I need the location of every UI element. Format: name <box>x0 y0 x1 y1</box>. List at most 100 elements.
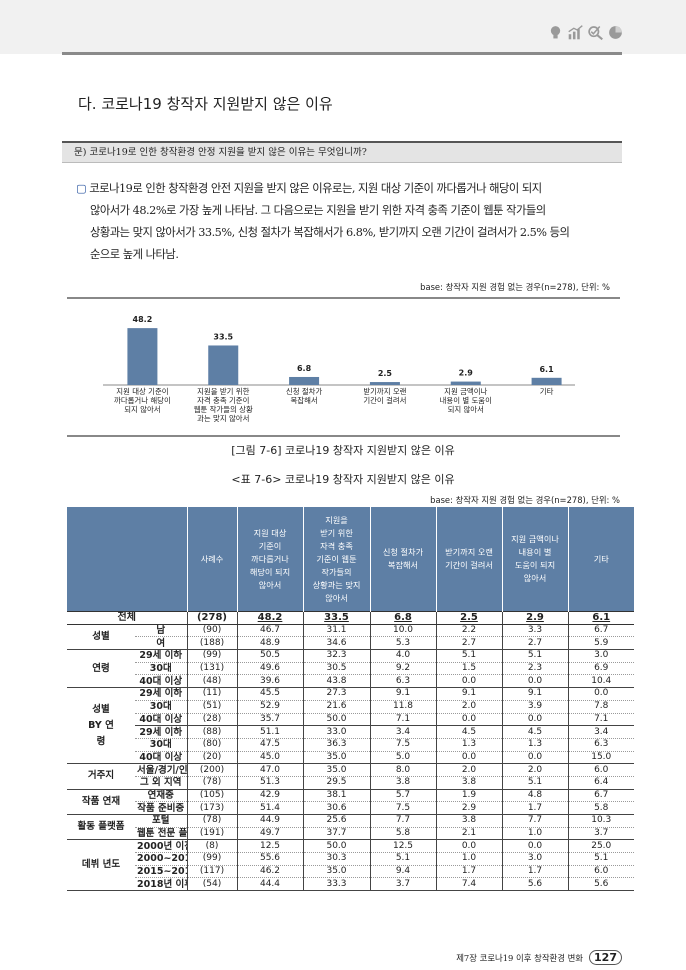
cell-value: 0.0 <box>435 713 502 727</box>
cell-value: 42.9 <box>236 789 303 803</box>
cell-value: 37.7 <box>302 827 370 841</box>
chart-category-label: 기간이 걸려서 <box>363 396 406 405</box>
cell-value: 21.6 <box>302 700 370 714</box>
header-col-2: 지원을 받기 위한 자격 충족 기준이 웹툰 작가들의 상황과는 맞지 않아서 <box>302 507 370 612</box>
check-magnifier-icon <box>588 26 603 41</box>
row-label: 30대 <box>135 700 187 714</box>
chart-value-label: 2.5 <box>378 369 393 378</box>
cell-value: 5.6 <box>501 877 568 892</box>
cell-value: 50.5 <box>236 649 303 663</box>
header-cases: 사례수 <box>186 507 237 612</box>
cell-value: 0.0 <box>501 674 568 689</box>
table-body: 전체 (278) 48.2 33.5 6.8 2.5 2.9 6.1 성별 남 (90) 46.7 31… <box>67 611 634 892</box>
cell-value: 10.0 <box>369 624 436 638</box>
cell-value: 4.8 <box>501 789 568 803</box>
group-label-age: 연령 <box>67 649 135 689</box>
row-label: 서울/경기/인천 <box>135 763 187 777</box>
header-col-4: 받기까지 오랜 기간이 걸려서 <box>435 507 502 612</box>
cell-value: 48.9 <box>236 636 303 651</box>
cell-cases: (78) <box>186 776 237 790</box>
cell-cases: (80) <box>186 738 237 752</box>
cell-cases: (48) <box>186 674 237 689</box>
cell-value: 1.5 <box>435 662 502 676</box>
chart-category-label: 신청 절차가 <box>286 387 323 396</box>
row-label: 그 외 지역 <box>135 776 187 790</box>
row-label-text: 29세 이하 <box>139 688 183 700</box>
cell-value: 3.0 <box>567 649 634 663</box>
chart-category-label: 웹툰 작가들의 상황 <box>194 405 253 414</box>
row-label: 포털 <box>135 814 187 828</box>
bar-chart: 48.2 지원 대상 기준이 까다롭거나 해당이 되지 않아서 33.5 지원을 받기 위… <box>67 297 620 437</box>
cell-value: 33.5 <box>302 611 370 625</box>
cell-value: 7.8 <box>567 700 634 714</box>
summary-paragraph: ▢ 코로나19로 인한 창작환경 안전 지원을 받지 않은 이유로는, 지원 대… <box>76 178 626 266</box>
cell-value: 45.0 <box>236 751 303 765</box>
table-row: 2000~2014년(99)55.630.35.11.03.05.1 <box>67 852 634 866</box>
cell-value: 29.5 <box>302 776 370 790</box>
chart-value-label: 6.8 <box>297 364 312 373</box>
cell-value: 49.6 <box>236 662 303 676</box>
cell-value: 0.0 <box>501 713 568 727</box>
row-label: 남29세 이하 <box>135 687 187 701</box>
cell-value: 7.4 <box>435 877 502 892</box>
cell-value: 44.9 <box>236 814 303 828</box>
chart-bar <box>208 345 239 385</box>
chart-category-label: 복잡해서 <box>290 396 317 405</box>
cell-value: 0.0 <box>567 687 634 701</box>
cell-value: 34.6 <box>302 636 370 651</box>
cell-value: 5.8 <box>369 827 436 841</box>
cell-value: 11.8 <box>369 700 436 714</box>
cell-value: 12.5 <box>369 839 436 854</box>
group-label-debut: 데뷔 년도 <box>67 839 135 892</box>
cell-value: 9.4 <box>369 865 436 879</box>
question-box: 문) 코로나19로 인한 창작환경 안정 지원을 받지 않은 이유는 무엇입니까… <box>62 141 622 163</box>
row-label: 40대 이상 <box>135 674 187 689</box>
cell-cases: (191) <box>186 827 237 841</box>
cell-value: 45.5 <box>236 687 303 701</box>
table-row: 40대 이상 (28) 35.7 50.0 7.1 0.0 0.0 7.1 <box>67 713 634 727</box>
row-label-text: 40대 이상 <box>139 751 183 763</box>
cell-value: 5.1 <box>435 649 502 663</box>
bullet-square: ▢ <box>76 182 87 195</box>
cell-value: 2.0 <box>501 763 568 777</box>
table-row: 40대 이상 (48) 39.6 43.8 6.3 0.0 0.0 10.4 <box>67 674 634 689</box>
cell-value: 5.1 <box>567 852 634 866</box>
cell-value: 12.5 <box>236 839 303 854</box>
table-row: 작품 준비중 (173) 51.4 30.6 7.5 2.9 1.7 5.8 <box>67 801 634 815</box>
cell-value: 46.2 <box>236 865 303 879</box>
cell-value: 51.4 <box>236 801 303 815</box>
cell-value: 4.5 <box>435 725 502 739</box>
cell-value: 46.7 <box>236 624 303 638</box>
table-row: 연령 29세 이하 (99) 50.5 32.3 4.0 5.1 5.1 3.0 <box>67 649 634 689</box>
cell-value: 15.0 <box>567 751 634 765</box>
table-row: 30대 (51) 52.9 21.6 11.8 2.0 3.9 7.8 <box>67 700 634 714</box>
row-label: 2000~2014년 <box>135 852 187 866</box>
cell-cases: (20) <box>186 751 237 765</box>
row-label-text: 30대 <box>149 701 172 713</box>
cell-cases: (99) <box>186 852 237 866</box>
chart-category-label: 기타 <box>540 387 554 396</box>
chart-category-label: 자격 충족 기준이 <box>197 396 249 405</box>
cell-value: 6.0 <box>567 763 634 777</box>
cell-value: 6.4 <box>567 776 634 790</box>
group-label-text: 성별 BY 연령 <box>88 703 114 747</box>
cell-value: 51.1 <box>236 725 303 739</box>
row-label: 40대 이상 <box>135 751 187 765</box>
page-number: 127 <box>589 950 622 965</box>
cell-value: 5.0 <box>369 751 436 765</box>
cell-value: 3.7 <box>369 877 436 892</box>
cell-value: 0.0 <box>501 839 568 854</box>
table-row: 여29세 이하(88)51.133.03.44.54.53.4 <box>67 725 634 739</box>
cell-value: 48.2 <box>236 611 303 625</box>
cell-value: 2.3 <box>501 662 568 676</box>
cell-value: 47.5 <box>236 738 303 752</box>
paragraph-line-2: 않아서가 48.2%로 가장 높게 나타남. 그 다음으로는 지원을 받기 위한… <box>90 204 546 217</box>
cell-value: 6.3 <box>567 738 634 752</box>
bar-chart-icon <box>568 25 583 40</box>
cell-value: 1.0 <box>501 827 568 841</box>
row-label: 연재중 <box>135 789 187 803</box>
row-label: 40대 이상 <box>135 713 187 727</box>
cell-value: 5.3 <box>369 636 436 651</box>
cell-value: 5.8 <box>567 801 634 815</box>
